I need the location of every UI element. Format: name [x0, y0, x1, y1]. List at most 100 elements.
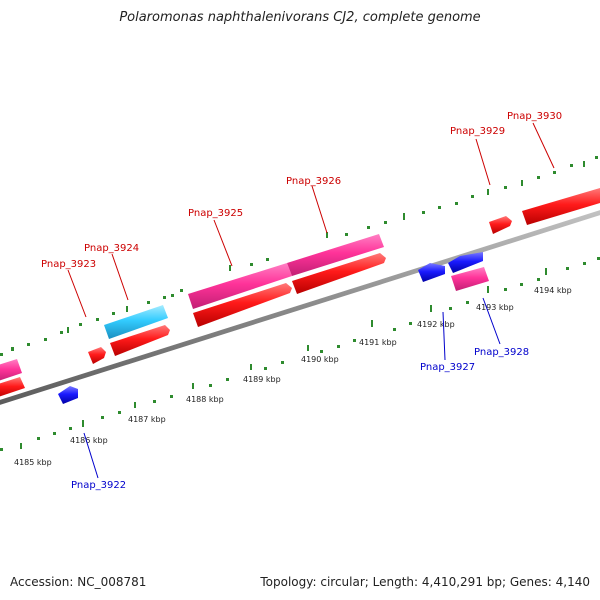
gene-arrow-red[interactable] — [88, 347, 106, 364]
tick-mark — [250, 263, 253, 266]
ruler-label: 4189 kbp — [243, 375, 281, 384]
tick-mark — [264, 367, 267, 370]
genome-backbone — [0, 210, 600, 405]
gene-label-pnap-3929[interactable]: Pnap_3929 — [450, 126, 505, 137]
tick-mark — [326, 232, 328, 238]
tick-mark — [409, 322, 412, 325]
tick-mark — [320, 350, 323, 353]
gene-label-pnap-3924[interactable]: Pnap_3924 — [84, 243, 139, 254]
tick-mark — [37, 437, 40, 440]
forward-tick-track — [0, 156, 598, 356]
tick-mark — [449, 307, 452, 310]
tick-mark — [126, 306, 128, 312]
gene-label-pnap-3922[interactable]: Pnap_3922 — [71, 480, 126, 491]
forward-inner-feature-track — [0, 188, 600, 398]
gene-arrow-cyan[interactable] — [104, 305, 168, 339]
gene-arrow-blue[interactable] — [418, 263, 445, 282]
genome-title: Polaromonas naphthalenivorans CJ2, compl… — [119, 10, 481, 25]
tick-mark — [487, 286, 489, 293]
tick-mark — [367, 226, 370, 229]
tick-mark — [163, 296, 166, 299]
gene-arrow-red[interactable] — [489, 216, 512, 234]
tick-mark — [226, 378, 229, 381]
gene-label-pnap-3926[interactable]: Pnap_3926 — [286, 176, 341, 187]
tick-mark — [250, 364, 252, 370]
tick-mark — [371, 320, 373, 327]
forward-outer-feature-track — [0, 234, 489, 382]
ruler-label: 4187 kbp — [128, 415, 166, 424]
tick-mark — [337, 345, 340, 348]
ruler-label: 4193 kbp — [476, 303, 514, 312]
tick-mark — [281, 361, 284, 364]
tick-mark — [82, 420, 84, 427]
tick-mark — [422, 211, 425, 214]
tick-mark — [0, 448, 3, 451]
leader-line — [311, 185, 328, 234]
ruler-label: 4191 kbp — [359, 338, 397, 347]
gene-arrow-red[interactable] — [110, 325, 170, 356]
gene-arrow-red[interactable] — [0, 377, 25, 398]
leader-line — [213, 219, 233, 267]
ruler-label: 4192 kbp — [417, 320, 455, 329]
gene-arrow-red[interactable] — [522, 188, 600, 225]
reverse-label-leaders — [83, 297, 501, 479]
gene-arrow-pink[interactable] — [287, 234, 384, 276]
gene-arrow-pink[interactable] — [0, 359, 22, 382]
tick-mark — [487, 189, 489, 195]
tick-mark — [192, 383, 194, 389]
tick-mark — [384, 221, 387, 224]
tick-mark — [170, 395, 173, 398]
tick-mark — [229, 265, 231, 271]
ruler-label: 4185 kbp — [14, 458, 52, 467]
gene-label-pnap-3925[interactable]: Pnap_3925 — [188, 208, 243, 219]
leader-line — [83, 432, 99, 479]
tick-mark — [553, 171, 556, 174]
gene-arrow-pink[interactable] — [451, 267, 489, 291]
tick-mark — [471, 195, 474, 198]
tick-mark — [597, 257, 600, 260]
tick-mark — [345, 233, 348, 236]
tick-mark — [53, 432, 56, 435]
ruler-label: 4186 kbp — [70, 436, 108, 445]
gene-label-pnap-3928[interactable]: Pnap_3928 — [474, 347, 529, 358]
tick-mark — [44, 338, 47, 341]
tick-mark — [545, 268, 547, 275]
forward-label-leaders — [67, 122, 555, 318]
tick-mark — [11, 347, 14, 351]
leader-line — [532, 122, 555, 169]
tick-mark — [171, 294, 174, 297]
tick-mark — [504, 186, 507, 189]
tick-mark — [101, 416, 104, 419]
tick-mark — [307, 345, 309, 351]
tick-mark — [595, 156, 598, 159]
gene-label-pnap-3930[interactable]: Pnap_3930 — [507, 111, 562, 122]
tick-mark — [466, 301, 469, 304]
tick-mark — [60, 331, 63, 334]
accession-text: Accession: NC_008781 — [10, 575, 147, 589]
tick-mark — [537, 278, 540, 281]
gene-arrow-red[interactable] — [193, 283, 292, 327]
tick-mark — [504, 288, 507, 291]
tick-mark — [353, 339, 356, 342]
gene-label-pnap-3923[interactable]: Pnap_3923 — [41, 259, 96, 270]
gene-arrow-red[interactable] — [292, 253, 386, 294]
leader-line — [67, 269, 87, 318]
tick-mark — [583, 161, 585, 167]
topology-text: Topology: circular; Length: 4,410,291 bp… — [260, 575, 590, 589]
tick-mark — [570, 164, 573, 167]
tick-mark — [134, 402, 136, 408]
tick-mark — [266, 258, 269, 261]
tick-mark — [209, 384, 212, 387]
tick-mark — [0, 353, 3, 356]
gene-arrow-pink[interactable] — [188, 263, 292, 309]
ruler-label: 4188 kbp — [186, 395, 224, 404]
gene-arrow-blue[interactable] — [58, 386, 78, 404]
gene-label-pnap-3927[interactable]: Pnap_3927 — [420, 362, 475, 373]
tick-mark — [180, 289, 183, 292]
tick-mark — [147, 301, 150, 304]
gene-arrow-blue[interactable] — [448, 252, 483, 273]
tick-mark — [69, 427, 72, 430]
tick-mark — [430, 305, 432, 312]
